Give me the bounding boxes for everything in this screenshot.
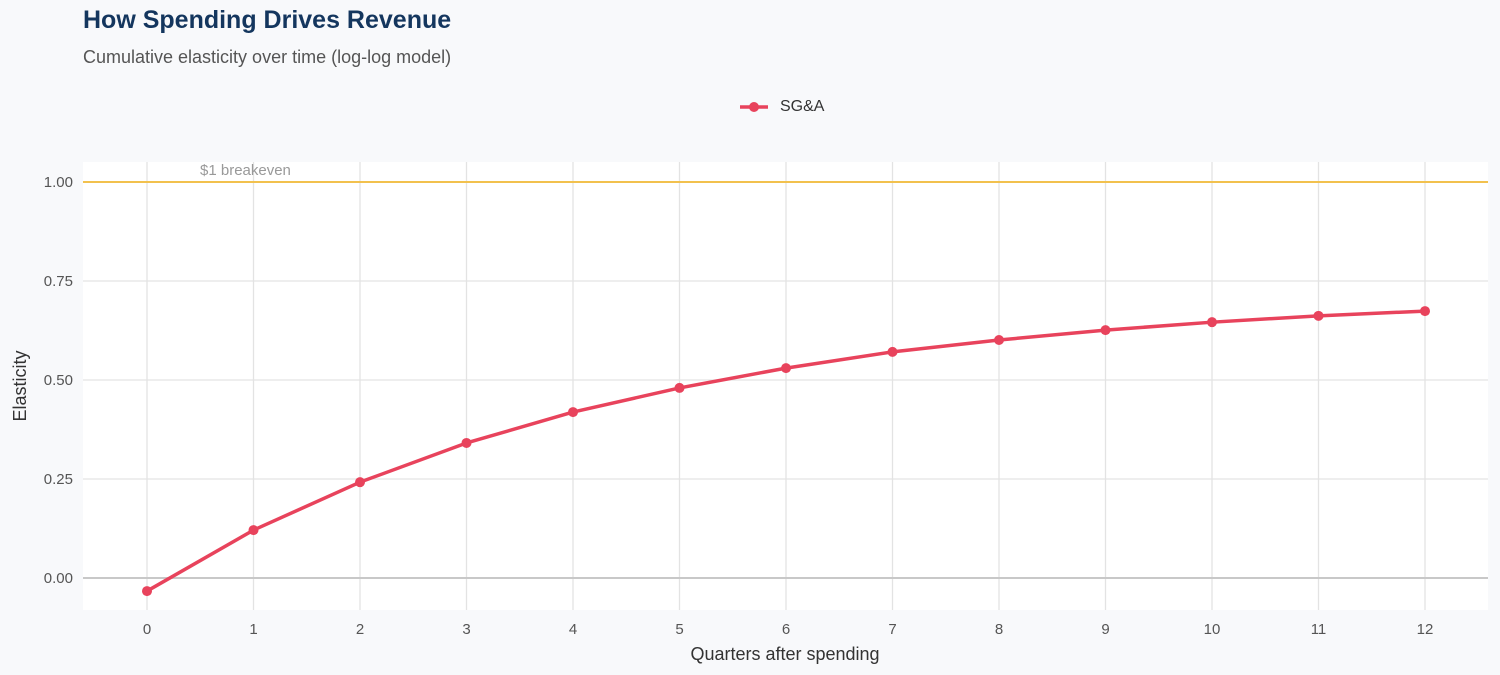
x-tick-label: 9 [1101, 621, 1109, 638]
data-point [1207, 317, 1217, 328]
x-tick-label: 8 [995, 621, 1003, 638]
data-point [781, 363, 791, 374]
legend-marker-icon [740, 102, 768, 112]
x-tick-label: 11 [1311, 621, 1327, 638]
data-point [1313, 310, 1324, 321]
y-tick-label: 0.50 [44, 372, 73, 389]
data-point [142, 586, 152, 597]
reference-line-label: $1 breakeven [200, 162, 291, 179]
data-point [355, 477, 365, 488]
legend: SG&A [738, 98, 824, 116]
data-point [674, 382, 685, 393]
x-tick-label: 1 [249, 621, 257, 638]
y-tick-label: 0.25 [44, 471, 73, 488]
x-tick-label: 0 [143, 621, 151, 638]
data-point [461, 437, 472, 448]
x-axis-title: Quarters after spending [690, 644, 879, 664]
x-tick-label: 3 [462, 621, 470, 638]
y-tick-label: 0.75 [44, 273, 73, 290]
legend-label: SG&A [780, 98, 825, 115]
x-tick-label: 10 [1204, 621, 1221, 638]
chart-subtitle: Cumulative elasticity over time (log-log… [83, 47, 452, 67]
data-point [994, 335, 1004, 346]
x-tick-label: 2 [356, 621, 364, 638]
chart-title: How Spending Drives Revenue [83, 6, 452, 34]
data-point [248, 525, 259, 536]
y-tick-label: 0.00 [44, 570, 73, 587]
data-point [1420, 306, 1430, 317]
data-point [568, 407, 578, 418]
x-tick-label: 5 [675, 621, 683, 638]
x-tick-label: 7 [888, 621, 896, 638]
data-point [887, 346, 898, 357]
x-tick-label: 4 [569, 621, 577, 638]
x-tick-label: 6 [782, 621, 790, 638]
data-point [1100, 325, 1111, 336]
y-axis-title: Elasticity [10, 350, 30, 421]
y-tick-label: 1.00 [44, 174, 73, 191]
x-tick-label: 12 [1417, 621, 1434, 638]
